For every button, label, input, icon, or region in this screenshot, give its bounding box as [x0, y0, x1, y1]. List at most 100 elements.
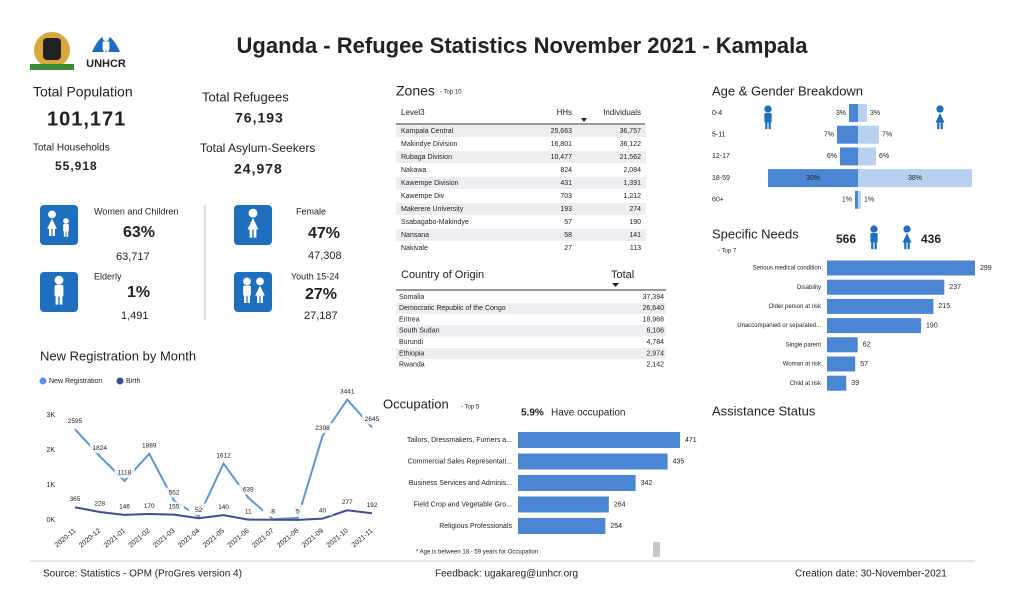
bar	[518, 453, 668, 470]
category-label: Serious medical condition	[753, 266, 821, 272]
table-cell: 58	[564, 232, 572, 239]
bar	[858, 104, 867, 122]
data-label: 639	[243, 486, 254, 493]
person-icon	[243, 285, 251, 296]
data-label-bg	[89, 499, 110, 510]
table-cell: 36,757	[620, 128, 642, 135]
zones-subtitle: - Top 10	[440, 90, 462, 96]
share-value: 5.9%	[521, 408, 544, 419]
person-icon	[904, 241, 907, 250]
data-label: 146	[119, 504, 130, 511]
person-icon	[106, 49, 109, 57]
data-label: 190	[926, 322, 938, 329]
x-tick-label: 2021-04	[177, 528, 201, 550]
bar	[827, 356, 856, 372]
table-cell: Nansana	[401, 232, 429, 239]
zones-title: Zones	[396, 83, 435, 99]
table-stripe	[396, 325, 666, 337]
data-label: 8	[271, 508, 275, 515]
person-icon	[870, 232, 878, 243]
data-label: 237	[949, 284, 961, 291]
table-stripe	[396, 302, 666, 314]
person-icon	[870, 225, 878, 233]
person-icon	[256, 277, 264, 286]
category-label: 0-4	[712, 110, 722, 117]
table-cell: 1,391	[623, 180, 641, 187]
share-label: Have occupation	[551, 408, 626, 419]
chart-title: Age & Gender Breakdown	[712, 83, 863, 98]
table-cell: Makindye Division	[401, 141, 458, 148]
y-tick-label: 2K	[46, 447, 55, 454]
person-icon	[874, 241, 877, 250]
table-cell: 113	[630, 245, 641, 252]
legend-label: New Registration	[49, 378, 102, 385]
data-label: 6%	[879, 153, 889, 160]
kpi-value: 55,918	[55, 159, 98, 173]
group-icon	[40, 205, 78, 245]
data-label: 52	[195, 507, 203, 514]
table-cell: 16,801	[551, 141, 573, 148]
table-cell: 824	[560, 167, 572, 174]
data-label-bg	[312, 505, 333, 516]
sort-arrow	[581, 118, 587, 122]
bar	[827, 337, 858, 353]
group-percent: 47%	[308, 225, 340, 242]
person-icon	[765, 121, 768, 130]
data-label-bg	[238, 506, 259, 517]
line-series	[74, 506, 373, 521]
table-cell: 141	[629, 232, 641, 239]
x-tick-label: 2021-10	[326, 528, 350, 550]
kpi-value: 24,978	[234, 161, 283, 177]
scroll-handle	[653, 542, 660, 557]
data-label: 1612	[216, 452, 231, 459]
person-icon	[103, 49, 106, 57]
data-label-bg	[362, 500, 382, 511]
table-cell: Democratic Republic of the Congo	[399, 305, 506, 312]
data-label: 155	[169, 503, 180, 510]
table-stripe	[396, 348, 666, 359]
group-count: 1,491	[121, 310, 149, 322]
data-label-bg	[114, 501, 135, 512]
table-cell: 193	[560, 206, 572, 213]
table-stripe	[396, 229, 646, 241]
person-icon	[59, 295, 63, 305]
y-tick-label: 0K	[46, 517, 55, 524]
bar	[858, 190, 861, 209]
category-label: 18-59	[712, 175, 730, 182]
table-cell: 703	[560, 193, 572, 200]
data-label: 228	[94, 501, 105, 508]
bar	[518, 432, 680, 448]
kpi-value: 76,193	[235, 110, 284, 126]
table-cell: 2,974	[646, 350, 664, 357]
data-label: 7%	[824, 132, 834, 139]
person-icon	[54, 275, 64, 285]
data-label-bg	[337, 386, 358, 397]
group-count: 63,717	[116, 251, 150, 263]
person-icon	[871, 241, 874, 250]
coat-of-arms	[43, 38, 61, 60]
category-label: Disability	[797, 285, 821, 291]
group-percent: 63%	[123, 224, 155, 241]
table-cell: 18,968	[643, 316, 665, 323]
bar	[827, 260, 975, 276]
category-label: Tailors, Dressmakers, Furriers a...	[407, 437, 512, 444]
table-cell: 190	[629, 219, 641, 226]
data-label: 1%	[842, 197, 852, 204]
data-label-bg	[65, 416, 85, 427]
group-count: 47,308	[308, 250, 342, 262]
person-icon	[102, 41, 110, 51]
bar	[827, 375, 847, 391]
data-label-bg	[213, 502, 234, 513]
table-cell: 36,122	[620, 141, 642, 148]
data-label-bg	[164, 501, 184, 512]
table-cell: Nakivale	[401, 245, 428, 252]
data-label: 3441	[340, 388, 355, 395]
table-stripe	[396, 151, 646, 163]
data-label: 192	[367, 502, 378, 509]
data-label-bg	[213, 450, 234, 461]
data-label-bg	[164, 487, 184, 498]
person-icon	[63, 218, 69, 224]
data-label: 11	[245, 508, 252, 515]
data-label: 2595	[68, 418, 83, 425]
data-label-bg	[89, 443, 110, 454]
